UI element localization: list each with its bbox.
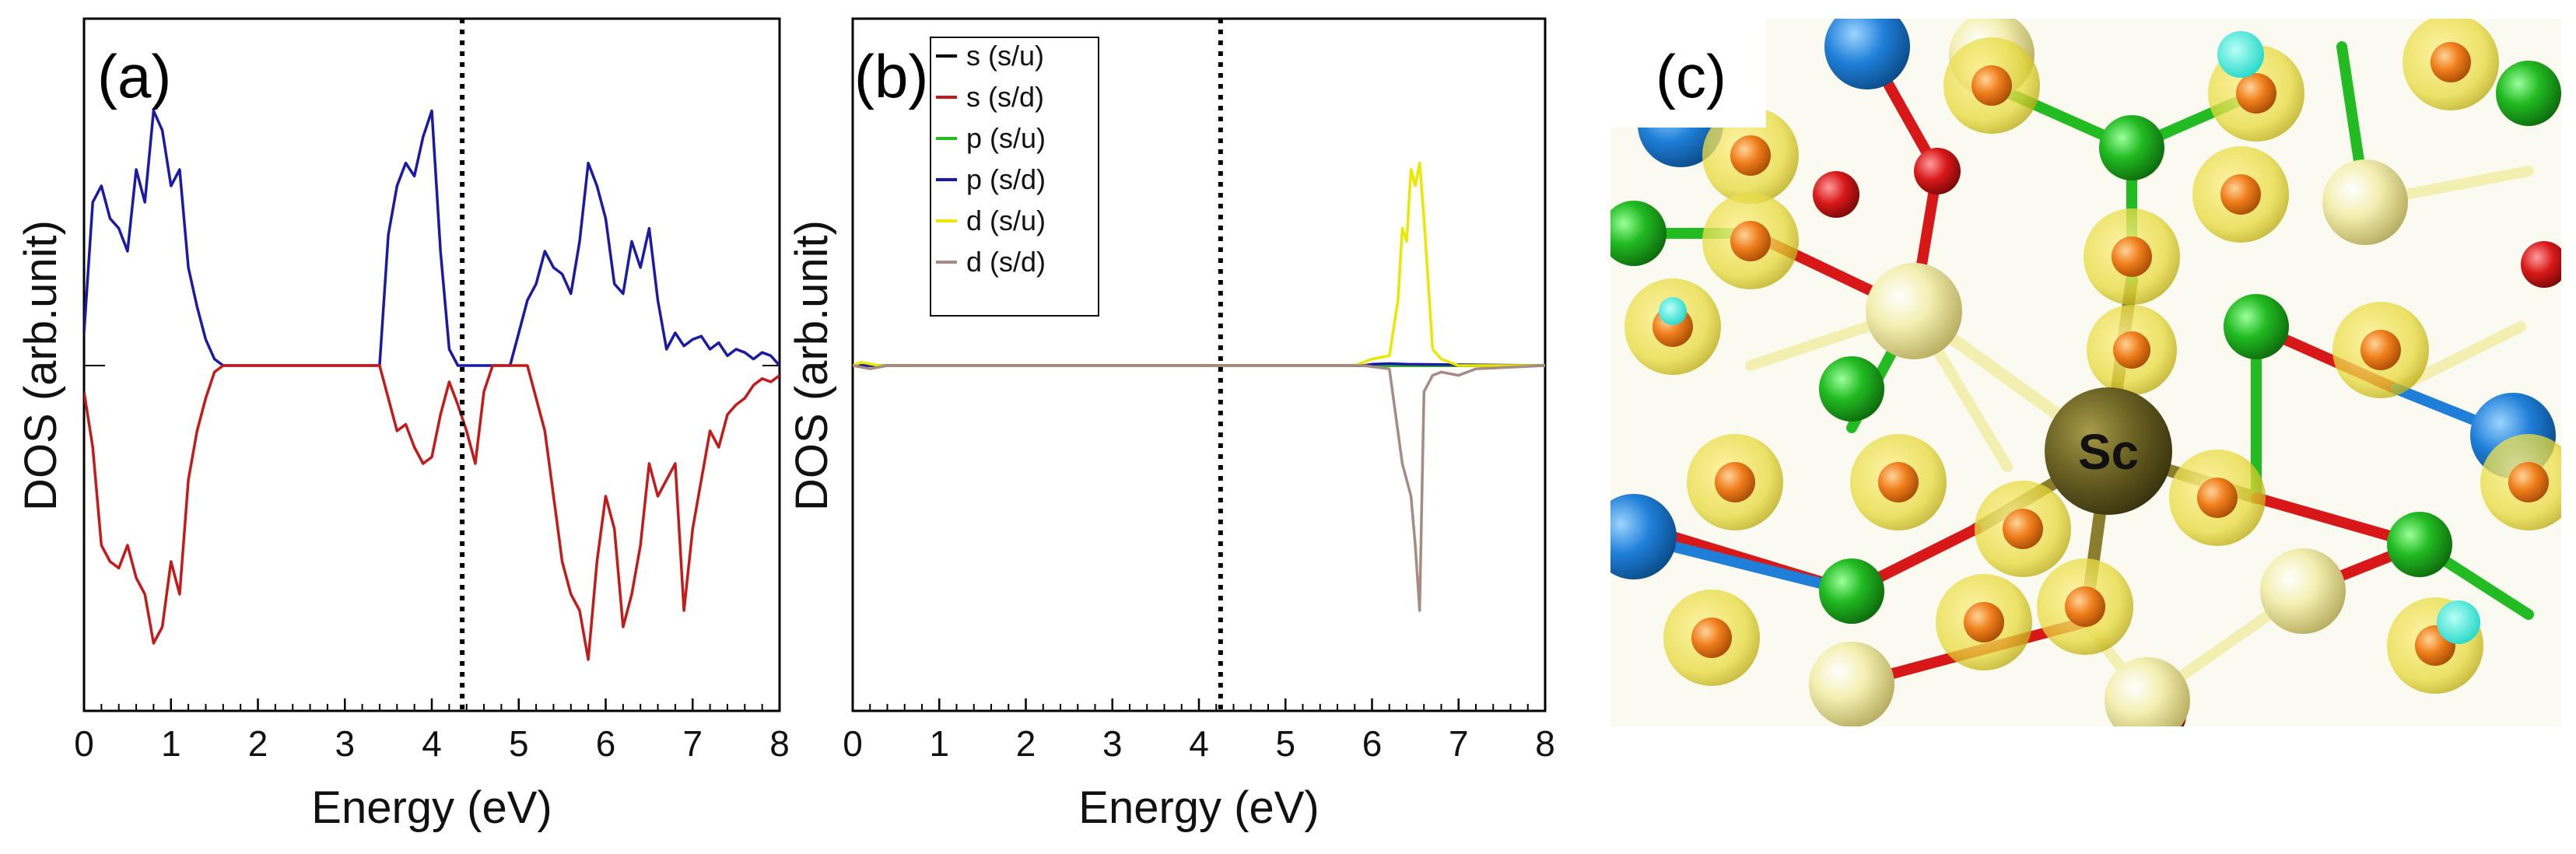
isosurface: [1936, 574, 2032, 670]
isosurface: [1702, 193, 1799, 289]
panel-b-dos-chart: 0 1 2 3 4 5 6 7 8 (b) Energy (eV) DOS (arb.unit)…: [787, 17, 1555, 833]
green-atom: [1610, 201, 1667, 266]
panel-a-x-tick-label: 0: [74, 723, 94, 764]
legend-entry-label: s (s/u): [966, 40, 1044, 72]
cream-atom: [1809, 642, 1894, 726]
panel-c-structure-render: Sc (c): [1610, 19, 2561, 726]
green-atom: [2387, 512, 2452, 577]
isosurface: [1850, 434, 1947, 530]
legend-entry-label: p (s/u): [966, 122, 1046, 154]
panel-a-series-line-0: [84, 109, 780, 367]
green-atom: [1819, 558, 1884, 624]
isosurface-layer: [1624, 19, 2561, 694]
isosurface: [1687, 434, 1783, 530]
cream-atom: [2105, 657, 2190, 726]
cream-atom: [1866, 263, 1962, 359]
blue-atom: [1824, 19, 1910, 89]
panel-b-x-tick-label: 0: [843, 723, 863, 764]
panel-a-x-tick-label: 1: [161, 723, 181, 764]
green-atom: [2224, 294, 2289, 359]
isosurface: [2169, 450, 2266, 546]
panel-c-label: (c): [1656, 42, 1726, 110]
isosurface: [2192, 146, 2289, 243]
panel-a-x-tick-label: 2: [248, 723, 268, 764]
isosurface: [1624, 278, 1721, 375]
panel-b-label: (b): [854, 42, 928, 110]
panel-a-plot-frame: [82, 17, 781, 712]
panel-a-x-tick-label: 6: [596, 723, 616, 764]
panel-b-y-axis-label: DOS (arb.unit): [787, 220, 837, 511]
isosurface: [1663, 590, 1760, 686]
legend-entry-label: d (s/d): [966, 246, 1046, 278]
sc-atom-label: Sc: [2078, 424, 2139, 480]
panel-b-x-tick-label: 6: [1362, 723, 1383, 764]
isosurface: [2480, 434, 2561, 530]
panel-b-x-tick-label: 7: [1449, 723, 1469, 764]
legend-entry-label: p (s/d): [966, 163, 1046, 195]
isosurface: [1702, 107, 1799, 204]
cyan-atom: [2437, 600, 2480, 644]
isosurface: [2087, 305, 2177, 395]
cyan-atom: [1659, 297, 1687, 325]
panel-b-x-axis-label: Energy (eV): [1078, 782, 1319, 833]
panel-a-y-axis-label: DOS (arb.unit): [16, 220, 66, 511]
panel-b-x-tick-label: 5: [1275, 723, 1295, 764]
legend-box: [930, 37, 1099, 317]
panel-b-series-line-5: [853, 364, 1545, 612]
panel-c-label-background: [1610, 19, 1766, 128]
legend-entry-label: d (s/u): [966, 205, 1046, 236]
green-atom: [2099, 115, 2164, 180]
panel-b-x-tick-label: 2: [1016, 723, 1036, 764]
cream-atom: [2260, 548, 2346, 634]
panel-b-legend: s (s/u) s (s/d) p (s/u) p (s/d) d (s/u) d (s/…: [930, 37, 1099, 317]
panel-a-x-tick-label: 4: [422, 723, 442, 764]
panel-b-x-tick-label: 3: [1102, 723, 1123, 764]
red-atom: [1813, 171, 1859, 218]
isosurface: [2403, 19, 2499, 110]
legend-entry-label: s (s/d): [966, 81, 1044, 113]
isosurface: [2037, 558, 2133, 655]
panel-a-label: (a): [97, 42, 171, 110]
panel-b-x-tick-label: 8: [1535, 723, 1555, 764]
red-atom: [1914, 148, 1961, 194]
red-atom: [2521, 241, 2561, 288]
panel-a-x-tick-label: 7: [682, 723, 703, 764]
panel-a-x-tick-label: 5: [509, 723, 529, 764]
isosurface: [2084, 208, 2180, 305]
panel-b-x-tick-label: 1: [929, 723, 949, 764]
sc-atom: [2045, 387, 2172, 515]
blue-atom: [1610, 494, 1677, 579]
isosurface: [1943, 37, 2040, 134]
cream-atom: [2322, 159, 2408, 245]
isosurface: [1975, 481, 2071, 577]
panel-a-series-line-1: [84, 364, 780, 661]
cyan-atom: [2217, 31, 2264, 78]
panel-a-dos-chart: 0 1 2 3 4 5 6 7 8 (a) Energy (eV) DOS (arb.unit): [16, 17, 790, 833]
panel-a-x-tick-label: 8: [769, 723, 790, 764]
green-atom: [1819, 356, 1884, 422]
panel-b-x-tick-label: 4: [1189, 723, 1209, 764]
green-atom: [2496, 61, 2561, 126]
isosurface: [2332, 302, 2429, 398]
panel-a-x-tick-label: 3: [335, 723, 355, 764]
panel-a-x-axis-label: Energy (eV): [311, 782, 552, 833]
